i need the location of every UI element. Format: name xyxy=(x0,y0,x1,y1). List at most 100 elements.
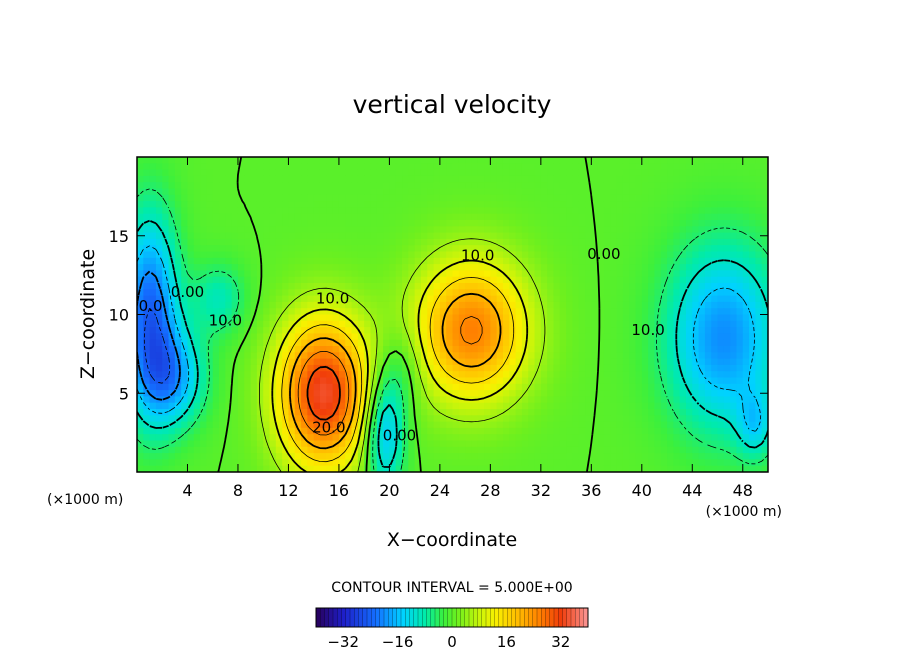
heatmap-cell xyxy=(572,188,580,196)
heatmap-cell xyxy=(566,295,573,303)
heatmap-cell xyxy=(433,213,441,221)
heatmap-cell xyxy=(685,182,693,190)
heatmap-cell xyxy=(540,251,548,259)
heatmap-cell xyxy=(282,245,290,253)
heatmap-cell xyxy=(736,327,744,334)
heatmap-cell xyxy=(219,402,226,410)
heatmap-cell xyxy=(332,283,340,290)
heatmap-cell xyxy=(149,232,157,240)
heatmap-cell xyxy=(641,251,649,259)
heatmap-cell xyxy=(648,226,656,234)
heatmap-cell xyxy=(187,314,195,322)
heatmap-cell xyxy=(521,207,529,215)
heatmap-cell xyxy=(364,201,372,208)
heatmap-cell xyxy=(698,175,706,183)
heatmap-cell xyxy=(458,446,466,454)
heatmap-cell xyxy=(402,175,409,183)
heatmap-cell xyxy=(736,283,744,290)
heatmap-cell xyxy=(137,207,144,215)
heatmap-cell xyxy=(496,415,504,423)
heatmap-cell xyxy=(364,188,372,196)
heatmap-cell xyxy=(326,320,334,328)
heatmap-cell xyxy=(616,440,624,448)
heatmap-cell xyxy=(717,163,725,171)
heatmap-cell xyxy=(622,175,630,183)
heatmap-cell xyxy=(326,207,334,215)
heatmap-cell xyxy=(629,339,637,347)
heatmap-cell xyxy=(364,220,372,227)
heatmap-cell xyxy=(319,402,327,410)
heatmap-cell xyxy=(742,157,750,164)
heatmap-cell xyxy=(610,402,618,410)
heatmap-cell xyxy=(641,163,649,171)
heatmap-cell xyxy=(484,434,491,442)
heatmap-cell xyxy=(603,396,611,404)
heatmap-cell xyxy=(502,465,510,472)
heatmap-cell xyxy=(181,402,189,410)
heatmap-cell xyxy=(572,301,580,309)
heatmap-cell xyxy=(641,320,649,328)
heatmap-cell xyxy=(692,283,700,290)
heatmap-cell xyxy=(685,207,693,215)
heatmap-cell xyxy=(667,232,674,240)
heatmap-cell xyxy=(301,465,308,472)
heatmap-cell xyxy=(269,238,277,246)
heatmap-cell xyxy=(351,175,359,183)
heatmap-cell xyxy=(250,295,258,303)
heatmap-cell xyxy=(484,440,491,448)
heatmap-cell xyxy=(414,295,422,303)
heatmap-cell xyxy=(187,320,195,328)
heatmap-cell xyxy=(566,188,573,196)
heatmap-cell xyxy=(711,194,719,202)
heatmap-cell xyxy=(704,295,712,303)
heatmap-cell xyxy=(490,320,498,328)
heatmap-cell xyxy=(553,314,561,322)
heatmap-cell xyxy=(471,283,479,290)
heatmap-cell xyxy=(698,409,706,416)
heatmap-cell xyxy=(200,453,208,460)
heatmap-cell xyxy=(168,339,176,347)
heatmap-cell xyxy=(250,301,258,309)
heatmap-cell xyxy=(168,465,176,472)
heatmap-cell xyxy=(603,245,611,253)
heatmap-cell xyxy=(439,383,447,391)
heatmap-cell xyxy=(174,182,182,190)
heatmap-cell xyxy=(553,175,561,183)
heatmap-cell xyxy=(288,276,296,284)
heatmap-cell xyxy=(465,364,473,372)
heatmap-cell xyxy=(654,427,662,435)
heatmap-cell xyxy=(723,421,731,429)
heatmap-cell xyxy=(717,402,725,410)
heatmap-cell xyxy=(275,352,283,360)
heatmap-cell xyxy=(376,289,384,297)
heatmap-cell xyxy=(540,257,548,265)
heatmap-cell xyxy=(679,201,687,208)
heatmap-cell xyxy=(711,427,719,435)
heatmap-cell xyxy=(143,383,151,391)
heatmap-cell xyxy=(566,339,573,347)
heatmap-cell xyxy=(667,276,674,284)
heatmap-cell xyxy=(471,226,479,234)
heatmap-cell xyxy=(357,396,365,404)
heatmap-cell xyxy=(433,333,441,341)
heatmap-cell xyxy=(137,377,144,385)
heatmap-cell xyxy=(736,194,744,202)
heatmap-cell xyxy=(723,175,731,183)
heatmap-cell xyxy=(376,446,384,454)
heatmap-cell xyxy=(408,194,416,202)
heatmap-cell xyxy=(263,207,271,215)
heatmap-cell xyxy=(585,264,592,271)
heatmap-cell xyxy=(622,409,630,416)
heatmap-cell xyxy=(282,415,290,423)
heatmap-cell xyxy=(389,446,397,454)
heatmap-cell xyxy=(629,188,637,196)
heatmap-cell xyxy=(149,276,157,284)
heatmap-cell xyxy=(231,283,239,290)
heatmap-cell xyxy=(736,396,744,404)
heatmap-cell xyxy=(212,194,220,202)
heatmap-cell xyxy=(313,289,321,297)
heatmap-cell xyxy=(528,396,536,404)
heatmap-cell xyxy=(319,358,327,366)
heatmap-cell xyxy=(408,264,416,271)
heatmap-cell xyxy=(414,390,422,397)
